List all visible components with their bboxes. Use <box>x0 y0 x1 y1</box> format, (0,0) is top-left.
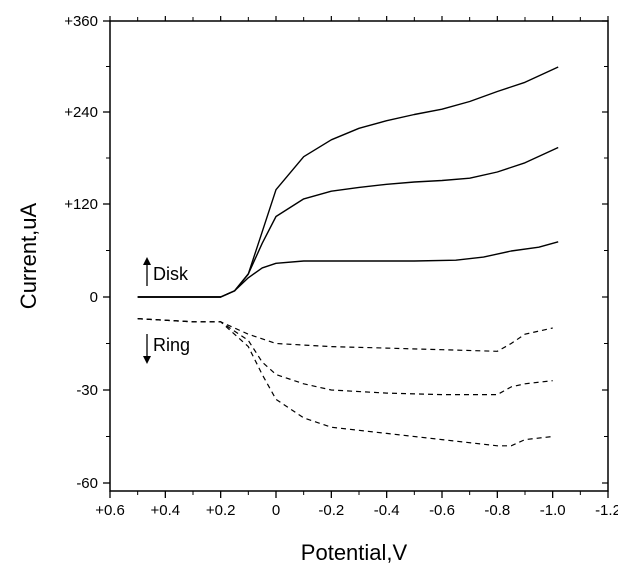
disk-current-line <box>137 241 559 298</box>
ring-arrowhead-icon <box>143 356 151 364</box>
x-tick-label: -0.8 <box>484 502 510 519</box>
x-tick-label: +0.2 <box>206 502 236 519</box>
x-tick-label: +0.4 <box>151 502 181 519</box>
disk-current-line <box>137 66 559 298</box>
y-axis-title: Current,uA <box>16 202 41 309</box>
x-tick-label: -0.6 <box>429 502 455 519</box>
disk-arrowhead-icon <box>143 257 151 265</box>
x-tick-label: -1.2 <box>595 502 618 519</box>
series-lines <box>137 66 559 447</box>
ring-current-line <box>137 318 553 447</box>
ring-current-line <box>137 318 553 396</box>
y-tick-label: +120 <box>64 196 98 213</box>
disk-annotation: Disk <box>143 257 189 286</box>
ring-label: Ring <box>153 335 190 355</box>
y-tick-labels: +360 +240 +120 0 -30 -60 <box>64 13 98 492</box>
y-tick-label: -30 <box>76 382 98 399</box>
axis-ticks <box>103 16 609 498</box>
y-tick-label: 0 <box>90 289 98 306</box>
x-tick-label: -0.4 <box>374 502 400 519</box>
y-tick-label: +360 <box>64 13 98 30</box>
x-tick-label: 0 <box>272 502 280 519</box>
x-tick-label: -0.2 <box>318 502 344 519</box>
disk-current-line <box>137 146 559 298</box>
ring-annotation: Ring <box>143 334 190 364</box>
plot-frame <box>109 20 609 492</box>
y-tick-label: +240 <box>64 104 98 121</box>
disk-label: Disk <box>153 264 189 284</box>
x-tick-label: +0.6 <box>95 502 125 519</box>
x-tick-labels: +0.6 +0.4 +0.2 0 -0.2 -0.4 -0.6 -0.8 -1.0 -1.2 <box>95 502 618 519</box>
y-tick-label: -60 <box>76 475 98 492</box>
x-tick-label: -1.0 <box>540 502 566 519</box>
ring-current-line <box>137 318 553 352</box>
x-axis-title: Potential,V <box>301 540 408 565</box>
